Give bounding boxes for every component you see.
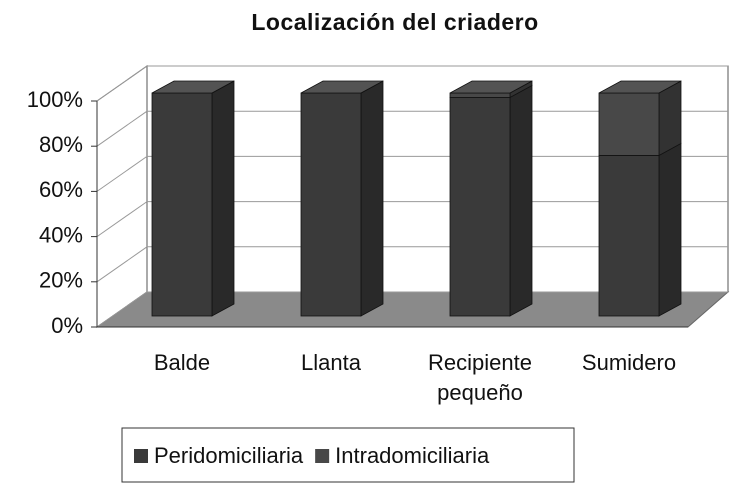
bar-top <box>300 80 384 94</box>
legend-swatch <box>315 449 330 463</box>
grid-line <box>96 291 148 328</box>
y-tick-label: 80% <box>39 132 83 157</box>
legend-label: Peridomiciliaria <box>154 443 304 468</box>
bar <box>300 92 362 317</box>
chart-title: Localización del criadero <box>251 9 538 35</box>
y-tick-label: 20% <box>39 268 83 293</box>
bar-top <box>449 80 533 94</box>
bar <box>151 92 213 317</box>
x-tick-label: Recipiente pequeño <box>428 350 532 405</box>
bar <box>598 155 660 317</box>
bar-side <box>658 142 682 317</box>
legend-label: Intradomiciliaria <box>335 443 490 468</box>
y-tick-label: 100% <box>27 87 83 112</box>
legend-swatch <box>134 449 148 463</box>
x-tick-label: Llanta <box>301 350 361 375</box>
x-tick-label: Balde <box>153 350 211 375</box>
grid-line <box>96 65 148 102</box>
grid-line <box>96 155 148 192</box>
bar <box>449 92 511 98</box>
bar-side <box>211 80 235 317</box>
bar <box>598 92 660 156</box>
legend-box <box>121 427 575 483</box>
y-tick-label: 0% <box>51 313 83 338</box>
bar-top <box>598 80 682 94</box>
grid-line <box>96 110 148 147</box>
bar-top <box>151 80 235 94</box>
grid-line <box>96 246 148 283</box>
bar-side <box>509 84 533 317</box>
side-wall <box>96 65 148 328</box>
bar-side <box>658 80 682 157</box>
bar-side <box>360 80 384 317</box>
y-tick-label: 40% <box>39 222 83 247</box>
bar <box>449 97 511 317</box>
y-tick-label: 60% <box>39 177 83 202</box>
grid-line <box>96 201 148 238</box>
x-tick-label: Sumidero <box>581 350 677 375</box>
